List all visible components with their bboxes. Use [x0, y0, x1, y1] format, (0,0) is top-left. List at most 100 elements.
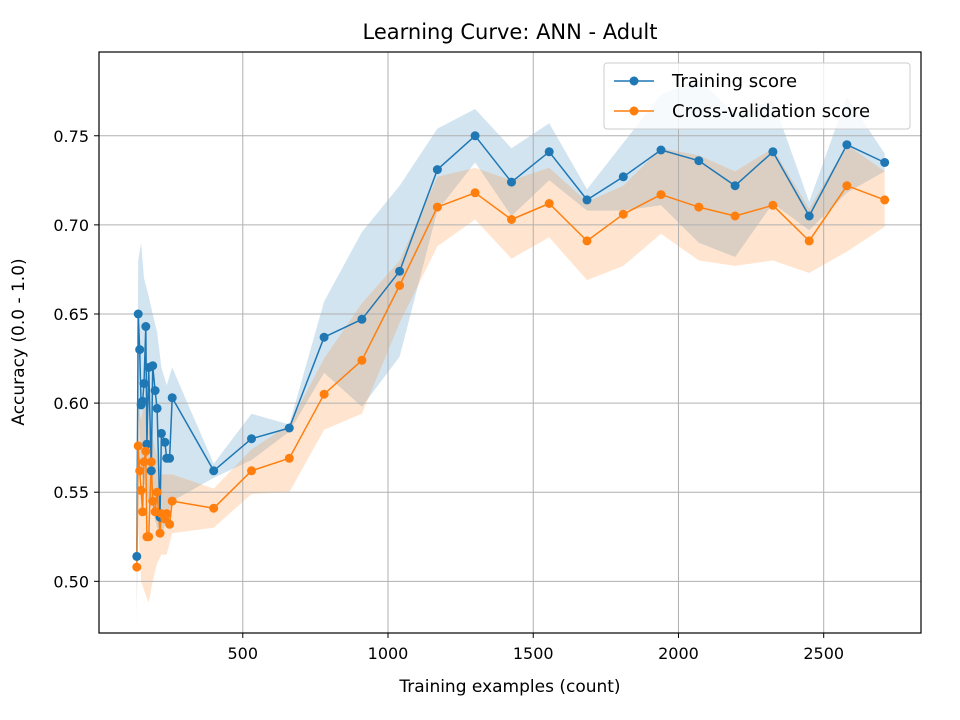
data-point-0 [656, 145, 666, 155]
data-point-1 [148, 496, 158, 506]
legend: Training score Cross-validation score [603, 62, 911, 130]
legend-label-0: Training score [671, 71, 797, 92]
y-tick-label: 0.50 [53, 572, 89, 591]
data-point-0 [768, 147, 778, 157]
data-point-0 [432, 165, 442, 175]
data-point-0 [582, 195, 592, 205]
data-point-1 [470, 188, 480, 198]
data-point-1 [162, 509, 172, 519]
data-point-1 [507, 215, 516, 224]
data-point-1 [544, 199, 554, 208]
plot-area [99, 52, 921, 633]
data-point-0 [160, 437, 170, 447]
data-point-1 [155, 528, 165, 538]
data-point-0 [138, 396, 148, 406]
data-point-1 [768, 200, 778, 210]
data-point-0 [146, 466, 156, 476]
data-point-1 [432, 202, 442, 212]
data-point-1 [842, 181, 852, 191]
data-point-0 [804, 211, 814, 221]
data-point-1 [136, 485, 146, 495]
data-point-0 [133, 309, 143, 319]
data-point-1 [138, 507, 148, 517]
data-point-0 [167, 393, 177, 403]
data-point-1 [804, 236, 814, 246]
y-tick-label: 0.75 [53, 127, 89, 146]
data-point-0 [694, 156, 704, 166]
x-tick-label: 2500 [803, 644, 844, 663]
legend-marker-0 [629, 76, 639, 86]
legend-label-1: Cross-validation score [672, 101, 870, 122]
data-point-1 [152, 487, 162, 497]
y-axis-ticks: 0.50 0.55 0.60 0.65 0.70 0.75 [53, 127, 99, 591]
y-tick-label: 0.60 [53, 394, 89, 413]
x-tick-label: 1000 [368, 644, 409, 663]
data-point-0 [284, 423, 294, 433]
data-point-1 [395, 281, 405, 290]
data-point-0 [132, 551, 142, 561]
grid-lines [99, 52, 921, 633]
data-point-1 [135, 466, 145, 476]
data-point-1 [357, 355, 367, 365]
data-point-0 [135, 345, 145, 355]
data-point-0 [152, 403, 162, 413]
series-line-0 [136, 135, 886, 557]
data-point-0 [730, 181, 740, 191]
data-point-1 [141, 446, 151, 456]
data-point-1 [582, 236, 592, 246]
data-point-1 [132, 562, 142, 572]
data-point-1 [144, 532, 154, 542]
data-point-1 [167, 496, 177, 506]
data-point-1 [284, 453, 294, 463]
data-point-1 [319, 389, 329, 399]
data-point-0 [319, 332, 329, 342]
legend-entries: Training score Cross-validation score [614, 71, 870, 122]
confidence-bands [136, 78, 885, 630]
data-point-0 [156, 428, 166, 438]
data-point-0 [842, 140, 852, 150]
data-point-1 [247, 466, 256, 476]
data-point-1 [139, 457, 149, 467]
data-point-0 [470, 131, 480, 141]
data-point-1 [209, 503, 219, 513]
data-point-1 [133, 441, 143, 451]
data-point-0 [357, 314, 367, 324]
chart-title: Learning Curve: ANN - Adult [363, 20, 658, 44]
series-points [132, 131, 890, 572]
plot-frame [98, 51, 922, 634]
y-tick-label: 0.65 [53, 305, 89, 324]
x-tick-label: 1500 [513, 644, 554, 663]
data-point-1 [694, 202, 704, 212]
data-point-1 [165, 519, 175, 529]
data-point-0 [150, 386, 160, 396]
data-point-1 [880, 195, 890, 205]
data-point-0 [544, 147, 554, 157]
legend-box [603, 62, 911, 130]
data-point-0 [507, 177, 516, 187]
data-point-0 [880, 158, 890, 167]
data-point-0 [247, 434, 256, 444]
data-point-0 [618, 172, 628, 182]
confidence-band-1 [136, 144, 885, 608]
data-point-0 [209, 466, 219, 476]
data-point-0 [141, 322, 151, 331]
y-axis-title: Accuracy (0.0 - 1.0) [9, 258, 29, 425]
data-point-1 [146, 457, 156, 467]
x-axis-title: Training examples (count) [398, 677, 620, 697]
y-tick-label: 0.55 [53, 483, 89, 502]
y-tick-label: 0.70 [53, 216, 89, 235]
data-point-0 [142, 439, 152, 449]
data-point-0 [395, 266, 405, 276]
data-point-1 [618, 209, 628, 219]
x-tick-label: 2000 [658, 644, 699, 663]
data-point-0 [148, 361, 158, 371]
x-tick-label: 500 [228, 644, 259, 663]
data-point-0 [165, 453, 175, 463]
data-point-0 [139, 379, 149, 388]
confidence-band-0 [136, 78, 885, 630]
data-point-1 [656, 190, 666, 200]
x-axis-ticks: 500 1000 1500 2000 2500 [228, 633, 844, 663]
data-point-1 [730, 211, 740, 221]
legend-marker-1 [629, 106, 639, 116]
